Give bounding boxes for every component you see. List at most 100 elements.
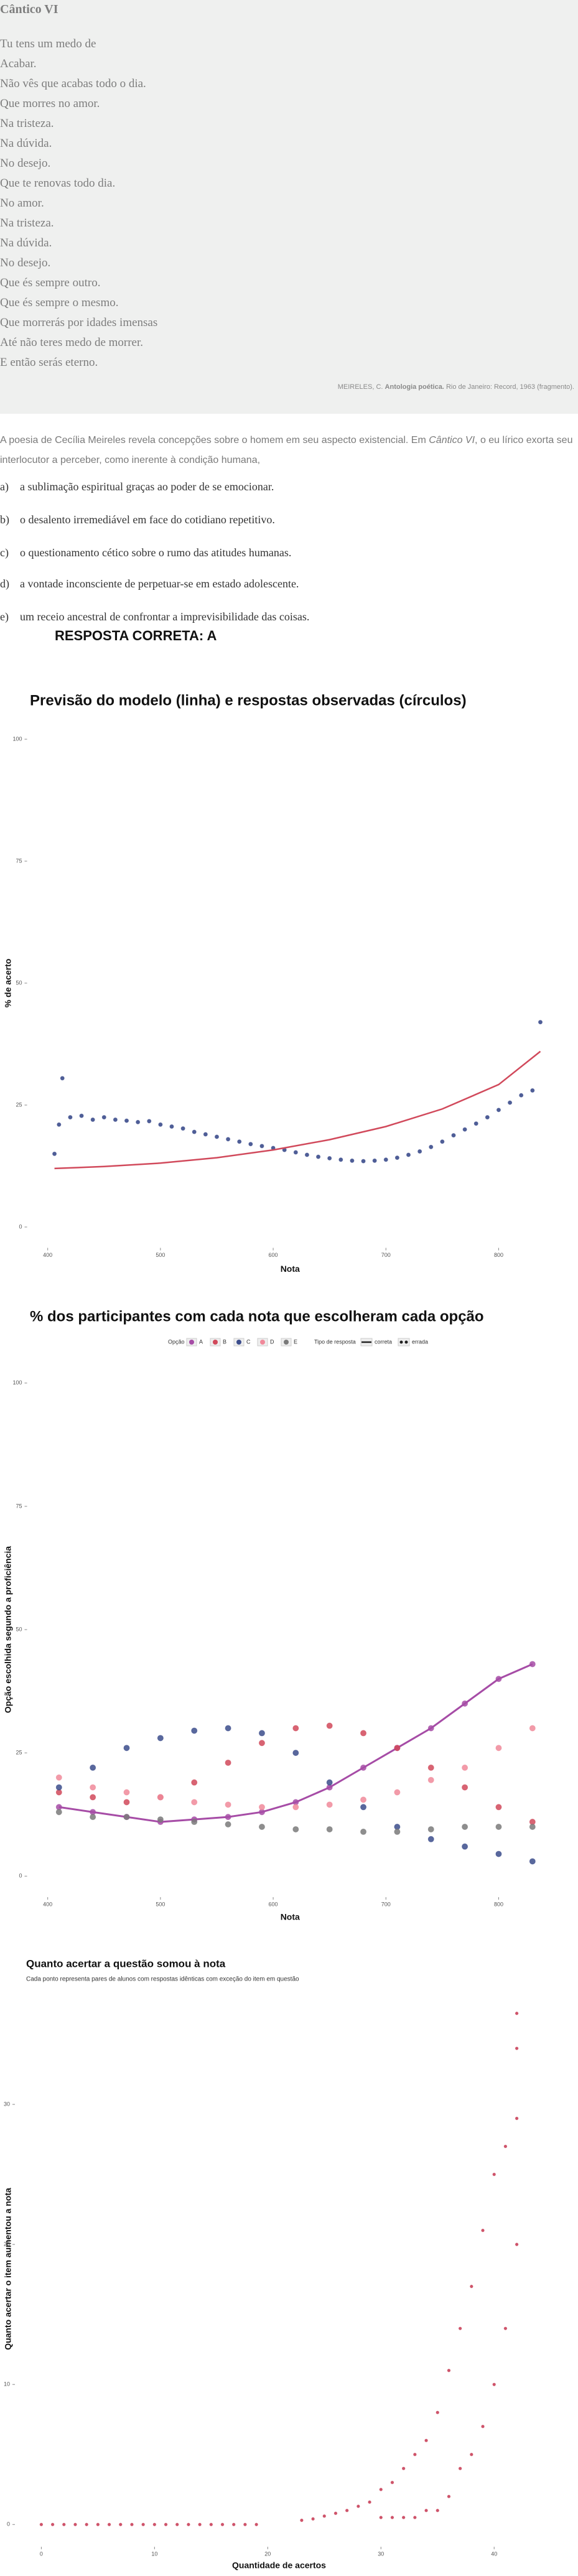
data-point bbox=[237, 1139, 242, 1144]
data-point bbox=[90, 1764, 96, 1771]
data-point bbox=[52, 1151, 57, 1156]
y-tick-label: 100 bbox=[12, 735, 22, 742]
data-point bbox=[338, 1157, 343, 1162]
data-point bbox=[62, 2522, 66, 2526]
citation-rest: Rio de Janeiro: Record, 1963 (fragmento)… bbox=[445, 383, 574, 391]
legend-label: A bbox=[199, 1338, 203, 1345]
data-point bbox=[529, 1858, 536, 1865]
data-point bbox=[60, 1076, 65, 1081]
data-point bbox=[327, 1155, 332, 1160]
data-point bbox=[225, 1821, 231, 1828]
data-point bbox=[50, 2522, 55, 2526]
y-tick-label: 75 bbox=[16, 1503, 22, 1509]
data-point bbox=[394, 1155, 399, 1160]
data-point bbox=[495, 1823, 502, 1830]
data-point bbox=[164, 2522, 168, 2526]
data-point bbox=[326, 1801, 333, 1808]
chart-title: Previsão do modelo (linha) e respostas o… bbox=[30, 692, 467, 709]
data-point bbox=[390, 2516, 394, 2519]
chart-subtitle: Cada ponto representa pares de alunos co… bbox=[26, 1976, 299, 1983]
y-tick-label: 0 bbox=[7, 2521, 10, 2527]
x-tick-label: 500 bbox=[156, 1901, 165, 1907]
poem-line: Tu tens um medo de bbox=[0, 37, 96, 50]
data-point bbox=[55, 1809, 62, 1816]
x-tick-label: 700 bbox=[381, 1252, 391, 1258]
data-point bbox=[90, 1814, 96, 1821]
intro-work: Cântico VI bbox=[429, 435, 475, 446]
data-point bbox=[136, 1119, 141, 1124]
data-point bbox=[123, 1814, 130, 1821]
data-point bbox=[225, 1725, 231, 1732]
data-point bbox=[326, 1722, 333, 1729]
data-point bbox=[538, 1020, 543, 1025]
data-point bbox=[515, 2242, 519, 2246]
poem-line: Que morrerás por idades imensas bbox=[0, 316, 158, 329]
data-point bbox=[90, 1118, 95, 1122]
chart-title: % dos participantes com cada nota que es… bbox=[30, 1308, 484, 1325]
data-point bbox=[90, 1794, 96, 1801]
data-point bbox=[360, 1828, 367, 1835]
data-point bbox=[495, 1804, 502, 1811]
data-point bbox=[96, 2522, 100, 2526]
poem-line: Que és sempre outro. bbox=[0, 276, 101, 289]
data-point bbox=[530, 1088, 535, 1093]
poem-line: No amor. bbox=[0, 197, 44, 210]
legend-title: Opção bbox=[168, 1338, 185, 1345]
x-axis-label: Nota bbox=[281, 1912, 300, 1922]
data-point bbox=[357, 2504, 360, 2508]
data-point bbox=[123, 1789, 130, 1796]
data-point bbox=[57, 1122, 62, 1127]
data-point bbox=[503, 2326, 508, 2330]
data-point bbox=[292, 1804, 299, 1811]
data-point bbox=[209, 2522, 213, 2526]
data-point bbox=[316, 1154, 321, 1159]
data-point bbox=[462, 1127, 467, 1132]
data-point bbox=[361, 1159, 366, 1164]
data-point bbox=[180, 1126, 185, 1131]
data-point bbox=[360, 1796, 367, 1803]
legend-key bbox=[398, 1338, 410, 1346]
data-point bbox=[462, 1823, 468, 1830]
data-point bbox=[424, 2438, 428, 2442]
legend-dot bbox=[399, 1340, 403, 1344]
data-point bbox=[322, 2514, 326, 2518]
data-point bbox=[427, 1836, 434, 1842]
legend-label: B bbox=[223, 1338, 226, 1345]
data-point bbox=[123, 1799, 130, 1806]
poem-line: Acabar. bbox=[0, 57, 37, 70]
data-point bbox=[68, 1115, 73, 1120]
data-point bbox=[158, 1122, 163, 1127]
legend-title: Tipo de resposta bbox=[314, 1338, 356, 1345]
data-point bbox=[345, 2509, 349, 2513]
data-point bbox=[232, 2522, 236, 2526]
data-point bbox=[390, 2481, 394, 2485]
legend-label: D bbox=[270, 1338, 274, 1345]
data-point bbox=[492, 2172, 496, 2177]
data-point bbox=[73, 2522, 77, 2526]
data-point bbox=[394, 1789, 401, 1796]
data-point bbox=[191, 1819, 198, 1826]
legend-swatch bbox=[284, 1340, 289, 1345]
option-letter: e) bbox=[0, 610, 9, 623]
data-point bbox=[248, 1142, 253, 1147]
data-point bbox=[495, 1676, 502, 1682]
data-point bbox=[394, 1828, 401, 1835]
poem-line: No desejo. bbox=[0, 256, 51, 269]
data-point bbox=[258, 1823, 265, 1830]
data-point bbox=[157, 1794, 164, 1801]
model-line bbox=[58, 1663, 533, 1823]
citation: MEIRELES, C. Antologia poética. Rio de J… bbox=[338, 383, 574, 391]
data-point bbox=[458, 2466, 462, 2470]
answer: RESPOSTA CORRETA: A bbox=[55, 628, 217, 643]
data-point bbox=[169, 1124, 174, 1129]
x-tick-label: 800 bbox=[494, 1252, 503, 1258]
data-point bbox=[496, 1108, 501, 1113]
data-point bbox=[243, 2522, 247, 2526]
question-intro: A poesia de Cecília Meireles revela conc… bbox=[0, 431, 576, 470]
data-point bbox=[515, 2012, 519, 2015]
y-tick-label: 75 bbox=[16, 857, 22, 864]
data-point bbox=[226, 1137, 231, 1142]
data-point bbox=[413, 2516, 417, 2519]
data-point bbox=[462, 1764, 468, 1771]
